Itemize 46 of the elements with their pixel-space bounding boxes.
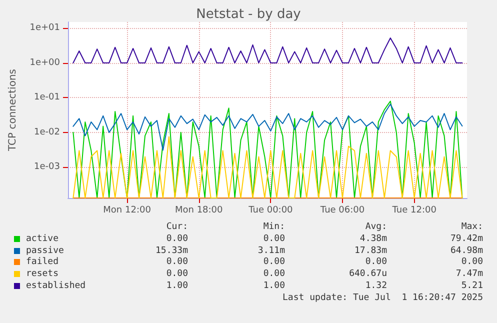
y-tick-label: 1e+01 — [30, 23, 60, 34]
legend-label: failed — [26, 257, 59, 268]
text: 4.38m — [360, 234, 387, 244]
line-series — [72, 104, 463, 151]
text: 0.00 — [461, 257, 483, 268]
text: Max: — [461, 222, 483, 232]
y-tick-label: 1e+00 — [30, 58, 60, 68]
text: 7.47m — [456, 269, 483, 280]
y-tick-label: 1e-01 — [34, 92, 60, 103]
legend-label: passive — [26, 246, 64, 256]
text: 0.00 — [263, 257, 285, 268]
x-tick-label: Mon 12:00 — [103, 206, 152, 216]
line-series — [72, 136, 463, 198]
text: 0.00 — [166, 257, 188, 268]
line-series — [72, 100, 463, 198]
text: 79.42m — [450, 234, 483, 244]
x-tick-label: Tue 06:00 — [319, 206, 365, 216]
legend-label: active — [26, 234, 59, 244]
text: 1.00 — [166, 281, 188, 291]
y-axis-title: TCP connections — [8, 68, 18, 152]
text: Avg: — [365, 222, 387, 232]
chart-title: Netstat - by day — [196, 7, 302, 22]
text: Last update: Tue Jul 1 16:20:47 2025 — [282, 292, 483, 303]
text: 0.00 — [166, 269, 188, 280]
text: Min: — [263, 222, 285, 232]
text: 1.32 — [365, 281, 387, 291]
y-tick-label: 1e-03 — [34, 162, 60, 172]
text: 640.67u — [349, 269, 387, 280]
text: 1.00 — [263, 281, 285, 291]
text: 0.00 — [166, 234, 188, 244]
x-tick-label: Tue 12:00 — [391, 206, 437, 216]
text: 15.33m — [155, 246, 188, 256]
text: 0.00 — [263, 234, 285, 244]
text: 0.00 — [263, 269, 285, 280]
text: 5.21 — [461, 281, 483, 291]
text: 0.00 — [365, 257, 387, 268]
line-series — [72, 37, 463, 64]
text: Cur: — [166, 222, 188, 232]
legend-label: established — [26, 281, 86, 291]
text: 3.11m — [258, 246, 285, 256]
x-tick-label: Mon 18:00 — [174, 206, 224, 216]
legend-label: resets — [26, 269, 59, 280]
text: 64.98m — [450, 246, 483, 256]
x-tick-label: Tue 00:00 — [248, 206, 294, 216]
text: 17.83m — [354, 246, 387, 256]
y-tick-label: 1e-02 — [34, 127, 60, 138]
